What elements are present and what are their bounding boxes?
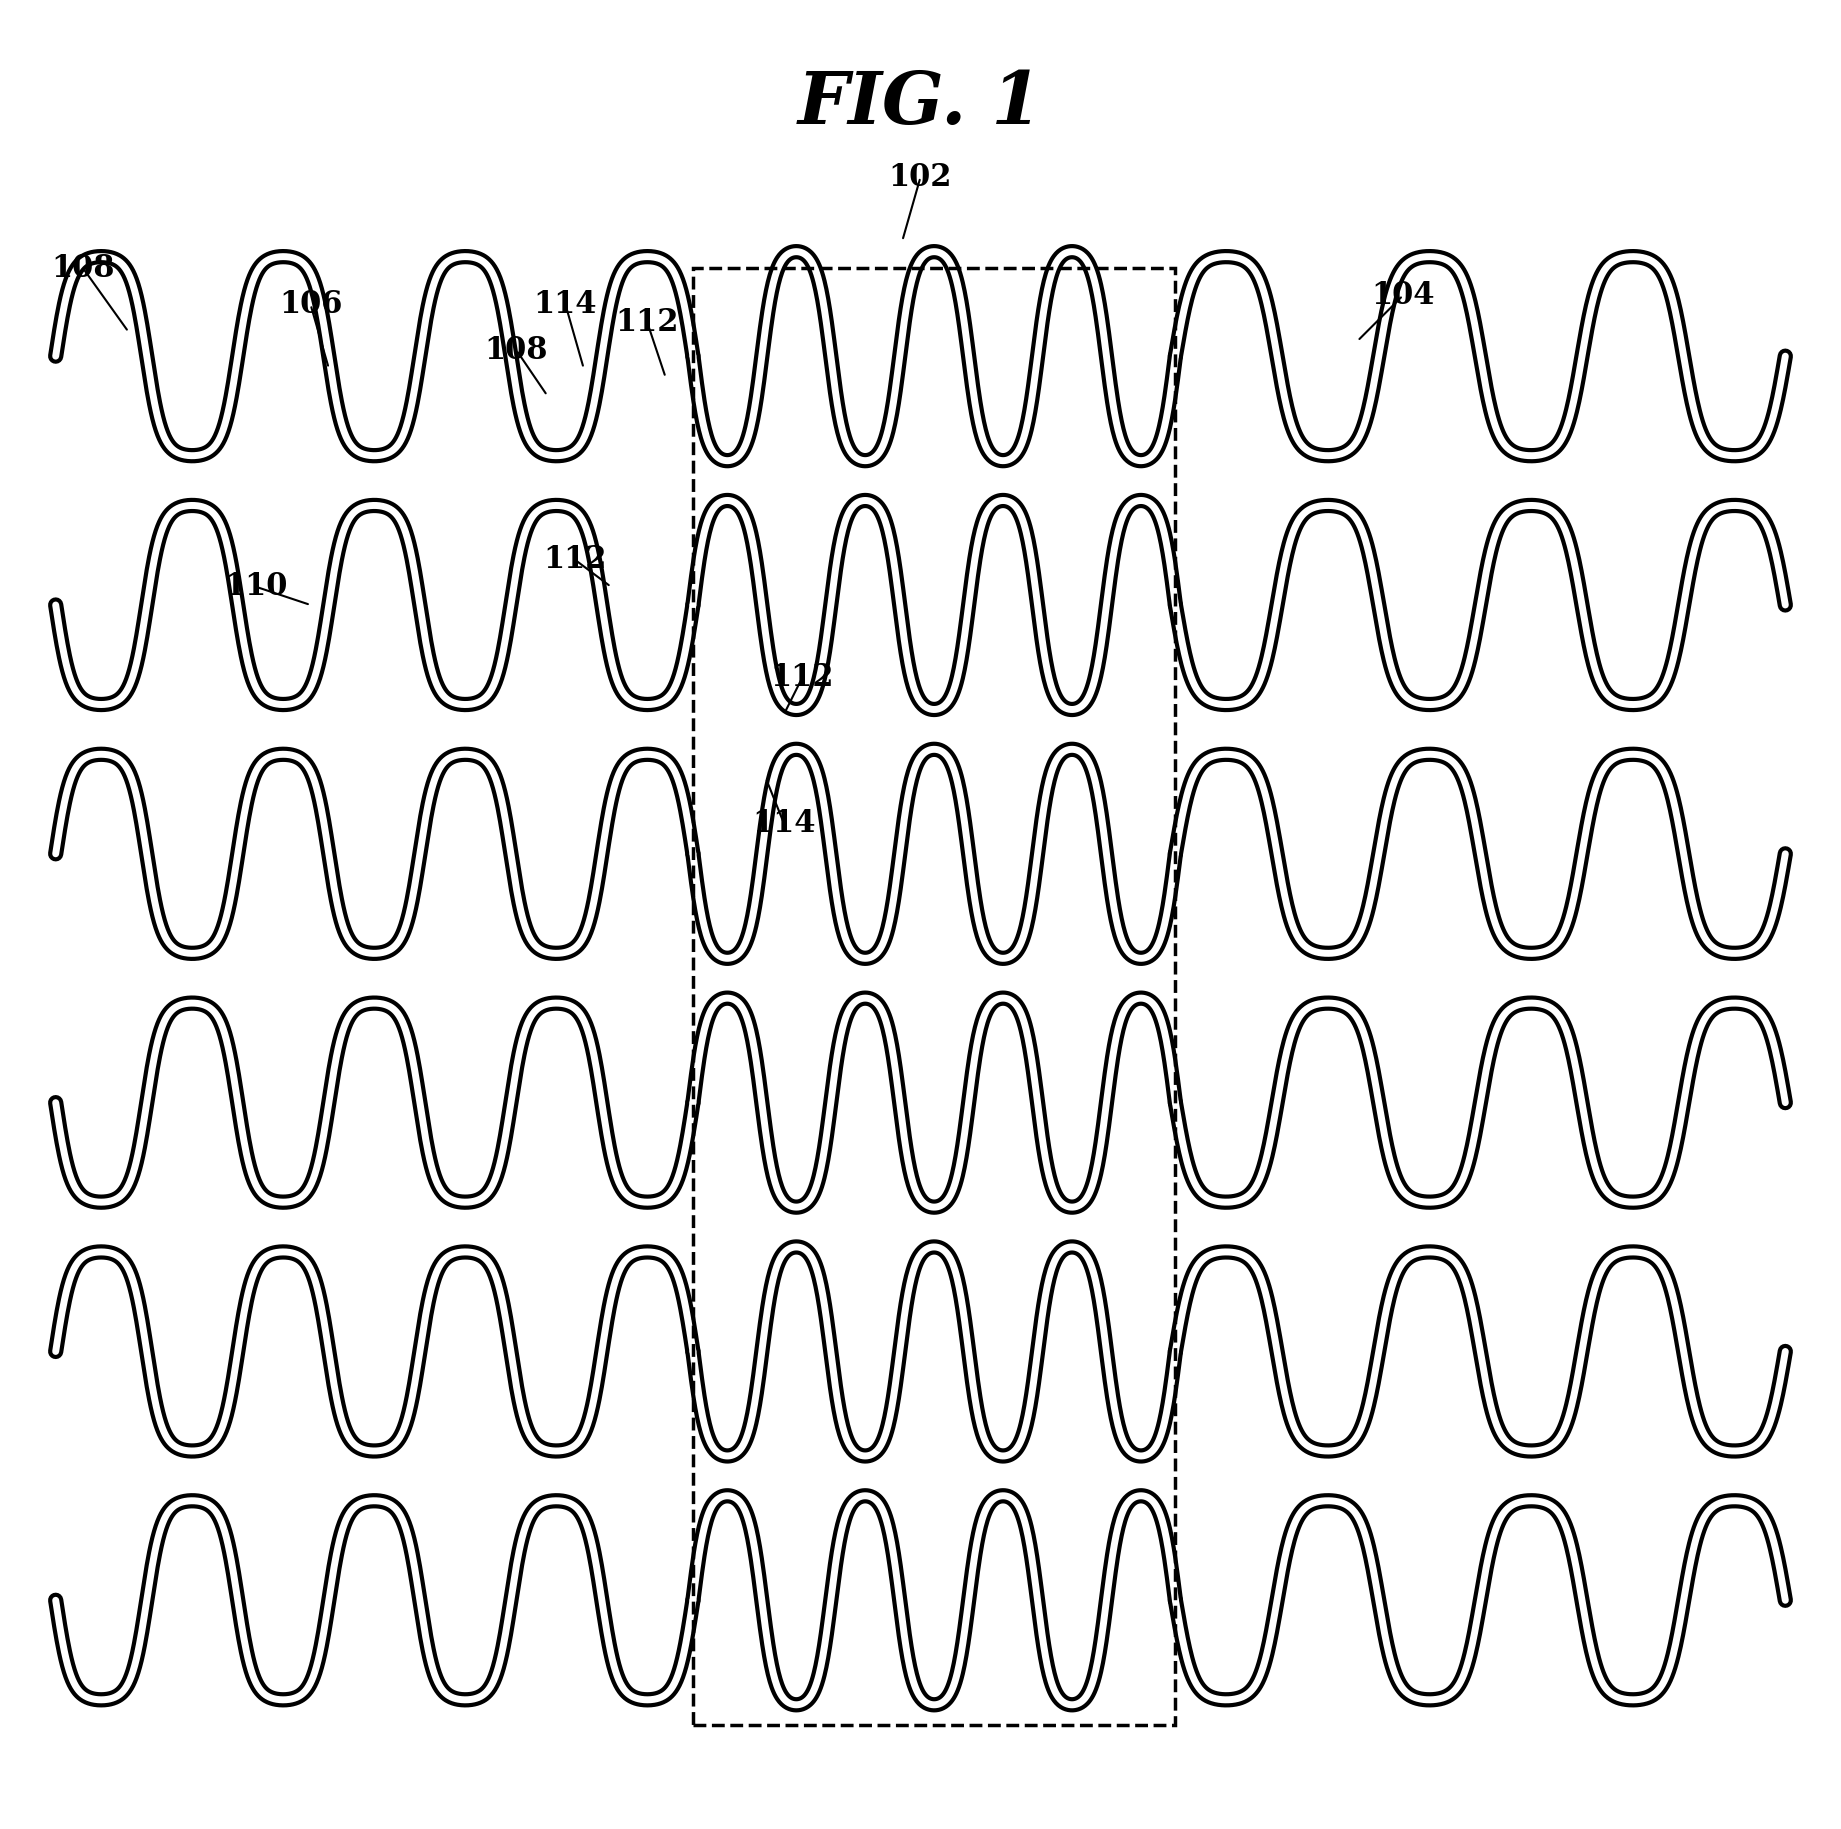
Text: 114: 114: [753, 808, 816, 840]
Text: FIG. 1: FIG. 1: [799, 68, 1042, 139]
Text: 108: 108: [484, 335, 549, 366]
Text: 114: 114: [534, 289, 596, 320]
Bar: [692, 269, 1175, 1725]
Text: 108: 108: [52, 252, 114, 283]
Text: 104: 104: [1372, 280, 1434, 311]
Text: 112: 112: [770, 662, 834, 693]
Text: 110: 110: [225, 571, 287, 602]
Text: 102: 102: [889, 161, 952, 192]
Text: 112: 112: [543, 543, 606, 574]
Text: 106: 106: [278, 289, 342, 320]
Text: 112: 112: [615, 307, 679, 338]
